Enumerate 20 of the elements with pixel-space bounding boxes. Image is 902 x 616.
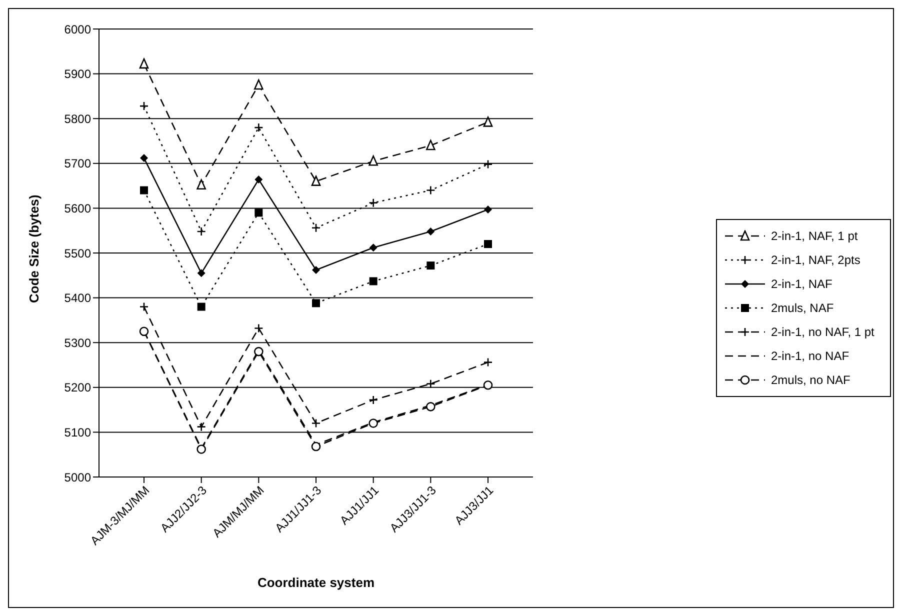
y-tick-label: 5500 bbox=[64, 246, 92, 260]
legend-label: 2-in-1, NAF bbox=[771, 277, 832, 291]
x-axis-title: Coordinate system bbox=[257, 575, 375, 590]
legend-label: 2muls, NAF bbox=[771, 301, 834, 315]
legend-label: 2-in-1, NAF, 2pts bbox=[771, 253, 860, 267]
y-tick-label: 5900 bbox=[64, 67, 92, 82]
y-tick-label: 5200 bbox=[64, 380, 92, 395]
y-tick-label: 5600 bbox=[64, 201, 92, 216]
y-tick-label: 5100 bbox=[64, 425, 92, 440]
y-axis-title: Code Size (bytes) bbox=[26, 194, 42, 303]
legend-label: 2-in-1, no NAF bbox=[771, 349, 850, 363]
legend-label: 2muls, no NAF bbox=[771, 373, 850, 387]
y-tick-label: 5300 bbox=[64, 336, 92, 350]
y-tick-label: 6000 bbox=[64, 22, 92, 36]
y-tick-label: 5400 bbox=[64, 291, 92, 306]
y-tick-label: 5800 bbox=[64, 112, 92, 126]
legend-label: 2-in-1, no NAF, 1 pt bbox=[771, 325, 874, 339]
y-tick-label: 5000 bbox=[64, 470, 92, 484]
y-tick-label: 5700 bbox=[64, 156, 92, 171]
legend-label: 2-in-1, NAF, 1 pt bbox=[771, 229, 858, 243]
